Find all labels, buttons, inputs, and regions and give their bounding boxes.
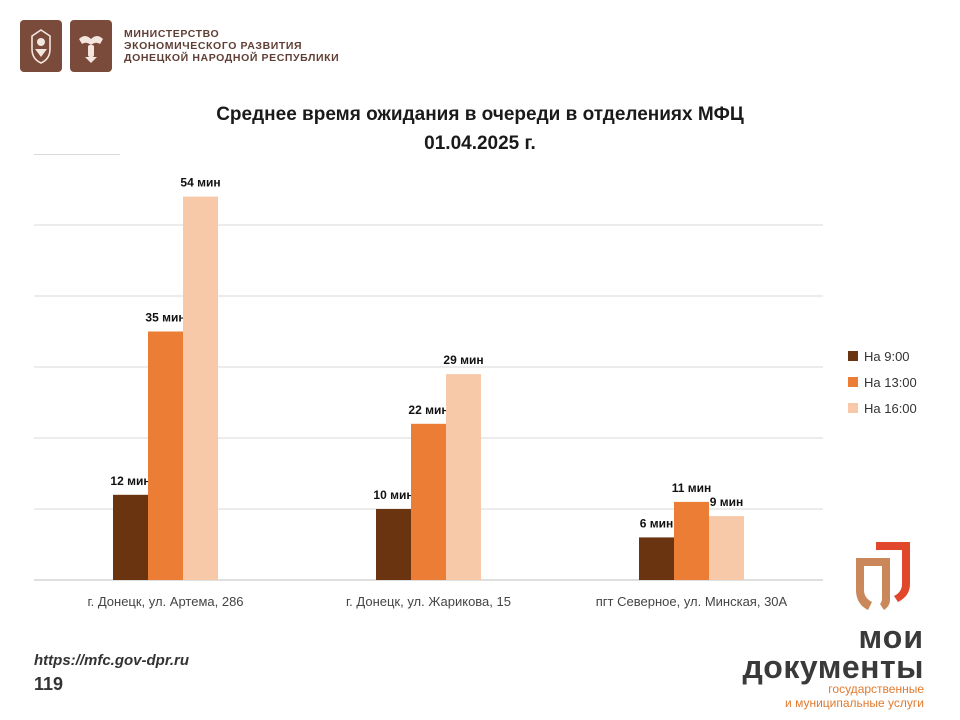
bar-1-0 xyxy=(376,509,411,580)
data-label-0-2: 54 мин xyxy=(180,176,220,190)
dnr-eagle-emblem-icon xyxy=(70,20,112,72)
bar-1-2 xyxy=(446,374,481,580)
data-label-2-1: 11 мин xyxy=(672,481,712,495)
moi-dokumenty-brand: мои документы государственные и муниципа… xyxy=(742,540,924,710)
ministry-line-3: ДОНЕЦКОЙ НАРОДНОЙ РЕСПУБЛИКИ xyxy=(124,52,340,64)
brand-subtitle-1: государственные xyxy=(828,682,924,696)
bar-0-2 xyxy=(183,196,218,580)
legend-swatch-1 xyxy=(848,377,858,387)
site-url[interactable]: https://mfc.gov-dpr.ru xyxy=(34,652,189,669)
brand-subtitle-2: и муниципальные услуги xyxy=(785,696,924,710)
data-label-2-0: 6 мин xyxy=(640,516,674,530)
bar-2-1 xyxy=(674,501,709,580)
ministry-line-1: МИНИСТЕРСТВО xyxy=(124,28,220,40)
ministry-header: МИНИСТЕРСТВО ЭКОНОМИЧЕСКОГО РАЗВИТИЯ ДОН… xyxy=(20,20,339,72)
data-label-1-0: 10 мин xyxy=(373,488,413,502)
decorative-line xyxy=(34,154,120,155)
x-tick-label-0: г. Донецк, ул. Артема, 286 xyxy=(87,594,243,609)
legend-item-2: На 16:00 xyxy=(848,395,917,421)
data-label-0-1: 35 мин xyxy=(145,311,185,325)
legend-label-1: На 13:00 xyxy=(864,374,917,390)
brand-line-1: мои xyxy=(858,619,924,655)
ministry-name: МИНИСТЕРСТВО ЭКОНОМИЧЕСКОГО РАЗВИТИЯ ДОН… xyxy=(124,28,339,64)
chart-legend: На 9:00 На 13:00 На 16:00 xyxy=(848,343,917,421)
legend-swatch-0 xyxy=(848,351,858,361)
data-label-0-0: 12 мин xyxy=(110,474,150,488)
moi-dokumenty-logo-icon xyxy=(856,542,910,610)
legend-item-0: На 9:00 xyxy=(848,343,917,369)
data-label-1-2: 29 мин xyxy=(443,353,483,367)
bar-1-1 xyxy=(411,423,446,580)
data-label-2-2: 9 мин xyxy=(710,495,744,509)
bar-0-0 xyxy=(113,494,148,580)
bar-0-1 xyxy=(148,331,183,580)
ministry-line-2: ЭКОНОМИЧЕСКОГО РАЗВИТИЯ xyxy=(124,40,303,52)
x-tick-label-2: пгт Северное, ул. Минская, 30А xyxy=(596,594,788,609)
legend-label-2: На 16:00 xyxy=(864,400,917,416)
legend-label-0: На 9:00 xyxy=(864,348,910,364)
page-number: 119 xyxy=(34,674,64,694)
brand-line-2: документы xyxy=(742,649,924,685)
legend-item-1: На 13:00 xyxy=(848,369,917,395)
legend-swatch-2 xyxy=(848,403,858,413)
dnr-coat-of-arms-icon xyxy=(20,20,62,72)
bar-2-2 xyxy=(709,516,744,580)
chart-subtitle: 01.04.2025 г. xyxy=(424,133,536,154)
bar-2-0 xyxy=(639,537,674,580)
data-label-1-1: 22 мин xyxy=(408,403,448,417)
chart-title-block: Среднее время ожидания в очереди в отдел… xyxy=(140,100,820,158)
chart-title: Среднее время ожидания в очереди в отдел… xyxy=(216,104,744,125)
x-tick-label-1: г. Донецк, ул. Жарикова, 15 xyxy=(346,594,511,609)
